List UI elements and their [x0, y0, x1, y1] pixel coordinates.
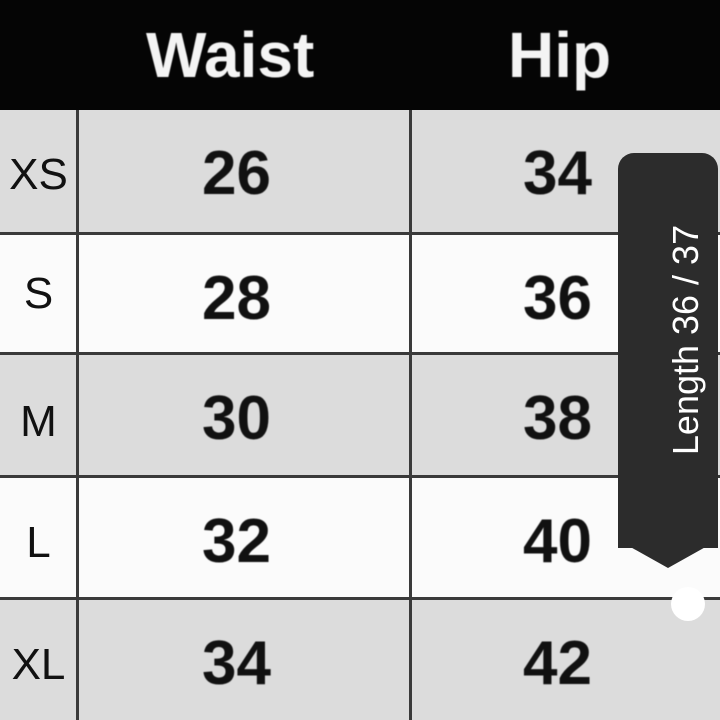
waist-cell: 32: [202, 507, 271, 576]
tooltip-pointer: [618, 540, 718, 568]
waist-cell: 34: [202, 629, 271, 698]
scroll-position-tooltip: [618, 153, 718, 548]
table-row: XL 34 42: [0, 600, 720, 720]
hip-cell: 38: [523, 384, 592, 453]
size-cell: M: [20, 397, 57, 446]
waist-cell: 28: [202, 264, 271, 333]
hip-cell: 42: [523, 629, 592, 698]
header-hip: Hip: [508, 19, 612, 91]
size-cell: L: [26, 518, 51, 567]
header-waist: Waist: [146, 19, 315, 91]
waist-cell: 26: [202, 139, 271, 208]
size-cell: XS: [9, 150, 68, 199]
table-row: L 32 40: [0, 478, 720, 600]
hip-cell: 40: [523, 507, 592, 576]
column-divider: [76, 110, 79, 720]
size-cell: S: [23, 269, 54, 318]
table-row: S 28 36: [0, 235, 720, 355]
hip-cell: 36: [523, 264, 592, 333]
waist-cell: 30: [202, 384, 271, 453]
tooltip-label: Length 36 / 37: [665, 224, 706, 456]
table-row: XS 26 34: [0, 110, 720, 235]
table-row: M 30 38: [0, 355, 720, 478]
hip-cell: 34: [523, 139, 592, 208]
column-divider: [409, 110, 412, 720]
size-cell: XL: [11, 640, 66, 689]
scroll-handle[interactable]: [671, 587, 705, 621]
table-header: Waist Hip: [0, 0, 720, 110]
